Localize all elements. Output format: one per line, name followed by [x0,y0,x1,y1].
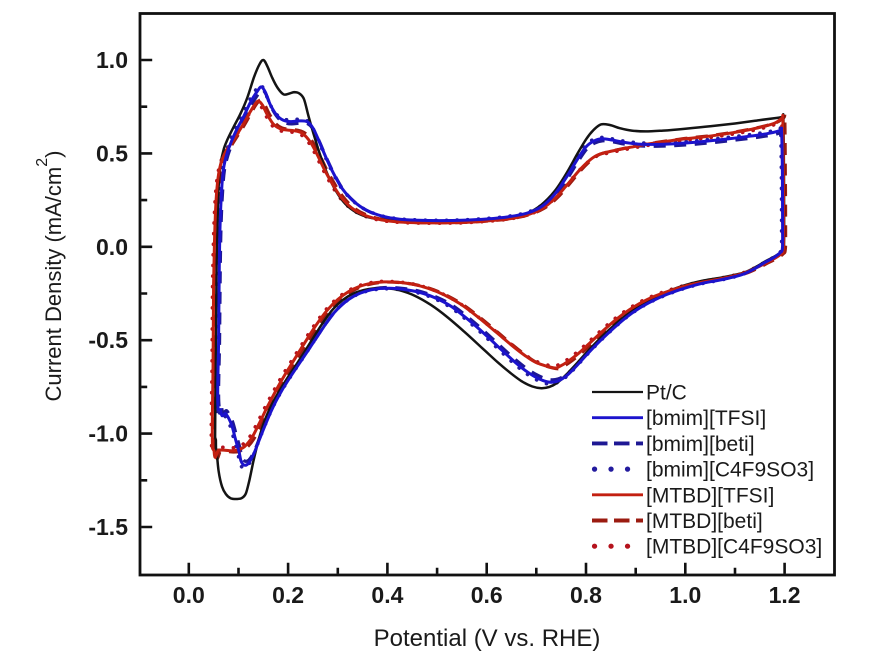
svg-text:0.4: 0.4 [371,582,403,608]
svg-text:-0.5: -0.5 [88,327,128,353]
svg-text:[MTBD][C4F9SO3]: [MTBD][C4F9SO3] [646,536,822,559]
svg-text:1.2: 1.2 [769,582,801,608]
svg-text:[bmim][TFSI]: [bmim][TFSI] [646,407,766,430]
svg-text:-1.5: -1.5 [88,514,128,540]
svg-text:0.0: 0.0 [96,234,128,260]
svg-text:0.8: 0.8 [570,582,602,608]
svg-text:Pt/C: Pt/C [646,382,687,405]
svg-text:1.0: 1.0 [96,47,128,73]
svg-text:-1.0: -1.0 [88,421,128,447]
svg-text:[bmim][C4F9SO3]: [bmim][C4F9SO3] [646,459,814,482]
svg-text:0.5: 0.5 [96,140,128,166]
svg-text:[MTBD][beti]: [MTBD][beti] [646,510,763,533]
svg-text:Potential (V vs. RHE): Potential (V vs. RHE) [374,625,601,652]
svg-text:1.0: 1.0 [669,582,701,608]
svg-text:[bmim][beti]: [bmim][beti] [646,433,755,456]
svg-text:0.2: 0.2 [272,582,304,608]
svg-text:0.6: 0.6 [471,582,503,608]
svg-text:0.0: 0.0 [173,582,205,608]
svg-text:[MTBD][TFSI]: [MTBD][TFSI] [646,484,774,507]
